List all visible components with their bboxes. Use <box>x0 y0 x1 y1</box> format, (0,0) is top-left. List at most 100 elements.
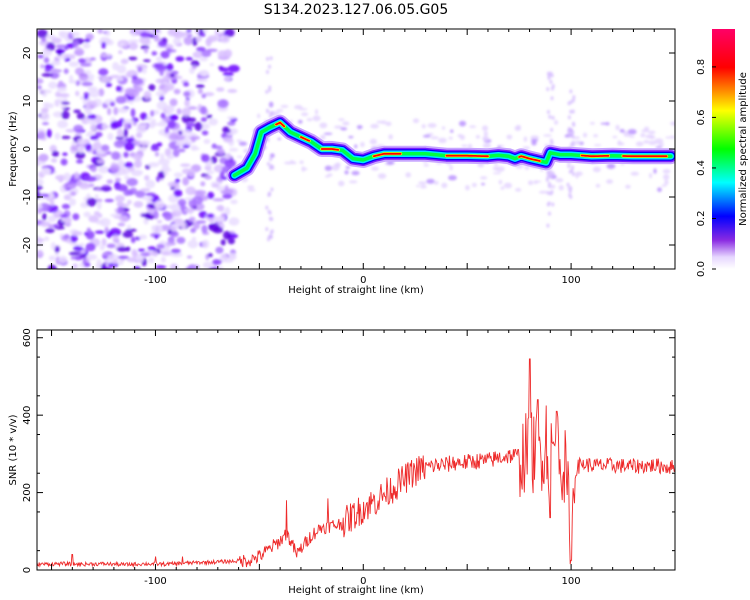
noise-blob <box>133 154 143 161</box>
noise-blob <box>494 163 499 166</box>
noise-blob <box>123 151 129 158</box>
noise-blob <box>267 237 271 242</box>
noise-blob <box>356 125 363 129</box>
noise-blob <box>388 134 393 140</box>
noise-blob <box>37 178 44 186</box>
noise-blob <box>265 227 269 232</box>
noise-blob <box>61 203 71 210</box>
noise-blob <box>186 29 192 33</box>
noise-blob <box>46 42 56 52</box>
noise-blob <box>465 184 470 191</box>
noise-blob <box>176 108 182 115</box>
noise-blob <box>188 117 197 123</box>
noise-blob <box>135 254 144 264</box>
noise-blob <box>265 89 269 94</box>
noise-blob <box>48 224 55 229</box>
noise-blob <box>55 44 68 49</box>
noise-blob <box>80 181 89 187</box>
noise-blob <box>176 75 183 80</box>
noise-blob <box>137 248 146 252</box>
noise-blob <box>63 68 69 74</box>
noise-blob <box>643 139 650 144</box>
noise-blob <box>641 129 650 133</box>
noise-blob <box>85 132 92 137</box>
noise-blob <box>96 259 102 268</box>
noise-blob <box>115 95 127 104</box>
noise-blob <box>78 254 87 258</box>
noise-blob <box>550 73 554 78</box>
noise-blob <box>230 199 238 205</box>
noise-blob <box>412 118 420 124</box>
colorbar-label: Normalized spectral amplitude <box>738 72 749 226</box>
noise-blob <box>421 124 426 129</box>
noise-blob <box>448 136 453 140</box>
noise-blob <box>480 176 488 180</box>
noise-blob <box>482 143 492 149</box>
noise-blob <box>238 141 248 146</box>
noise-blob <box>549 79 553 84</box>
noise-blob <box>58 30 67 38</box>
noise-blob <box>79 63 92 67</box>
noise-blob <box>54 245 60 253</box>
noise-blob <box>550 96 554 101</box>
noise-blob <box>203 92 215 97</box>
x-tick-label: 0 <box>360 275 366 286</box>
noise-blob <box>44 236 50 242</box>
noise-blob <box>143 59 151 63</box>
noise-blob <box>63 54 72 58</box>
noise-blob <box>76 112 85 120</box>
noise-blob <box>60 101 70 105</box>
noise-blob <box>175 141 186 147</box>
noise-blob <box>551 171 555 176</box>
noise-blob <box>75 146 82 151</box>
noise-blob <box>131 170 143 177</box>
noise-blob <box>76 159 84 164</box>
noise-blob <box>574 140 582 145</box>
noise-blob <box>555 177 564 183</box>
noise-blob <box>60 104 66 109</box>
noise-blob <box>441 182 448 189</box>
noise-blob <box>166 47 172 54</box>
noise-blob <box>370 123 379 129</box>
noise-blob <box>123 128 128 138</box>
noise-blob <box>187 239 199 249</box>
noise-blob <box>78 242 85 247</box>
noise-blob <box>37 190 41 200</box>
noise-blob <box>207 213 215 219</box>
noise-blob <box>571 109 575 114</box>
noise-blob <box>448 175 457 181</box>
noise-blob <box>42 212 47 221</box>
noise-blob <box>223 136 234 143</box>
noise-blob <box>546 223 550 228</box>
noise-blob <box>104 257 114 264</box>
spectrogram-x-axis-label: Height of straight line (km) <box>288 285 424 296</box>
noise-blob <box>61 110 70 120</box>
noise-blob <box>169 263 179 269</box>
noise-blob <box>211 145 223 150</box>
x-tick-label: 0 <box>360 576 366 587</box>
noise-blob <box>167 121 177 129</box>
noise-blob <box>155 265 167 269</box>
noise-blob <box>56 86 68 92</box>
noise-blob <box>558 185 564 191</box>
noise-blob <box>612 135 618 139</box>
noise-blob <box>498 179 503 185</box>
noise-blob <box>188 132 197 138</box>
noise-blob <box>433 180 439 185</box>
noise-blob <box>65 128 76 133</box>
noise-blob <box>43 102 50 108</box>
noise-blob <box>418 181 427 185</box>
noise-blob <box>662 174 670 181</box>
noise-blob <box>56 120 69 129</box>
noise-blob <box>106 151 112 155</box>
noise-blob <box>107 132 114 141</box>
noise-blob <box>101 53 108 58</box>
noise-blob <box>523 136 528 142</box>
noise-blob <box>551 115 555 120</box>
noise-blob <box>40 64 45 69</box>
noise-blob <box>188 106 198 110</box>
noise-blob <box>41 72 54 77</box>
noise-blob <box>449 165 453 171</box>
noise-blob <box>426 178 435 184</box>
noise-blob <box>200 117 208 123</box>
